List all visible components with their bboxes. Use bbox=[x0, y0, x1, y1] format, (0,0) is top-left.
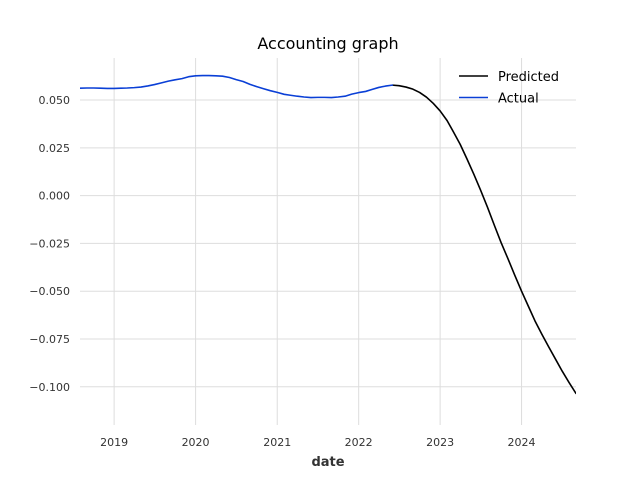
x-tick-label: 2024 bbox=[508, 436, 536, 449]
y-tick-label: −0.075 bbox=[29, 333, 70, 346]
chart-title: Accounting graph bbox=[257, 34, 398, 53]
y-tick-label: 0.050 bbox=[39, 94, 71, 107]
tick-labels: 2019 2020 2021 2022 2023 2024 0.050 0.025 0.000 −… bbox=[29, 94, 535, 449]
series-line-predicted bbox=[391, 84, 576, 395]
y-tick-label: 0.025 bbox=[39, 142, 71, 155]
x-tick-label: 2020 bbox=[182, 436, 210, 449]
y-tick-label: −0.100 bbox=[29, 381, 70, 394]
legend: Predicted Actual bbox=[459, 70, 559, 107]
x-tick-label: 2023 bbox=[426, 436, 454, 449]
series-layer bbox=[80, 74, 576, 395]
x-axis-label: date bbox=[311, 455, 344, 470]
legend-label-predicted: Predicted bbox=[498, 70, 559, 85]
y-tick-label: −0.050 bbox=[29, 285, 70, 298]
series-line-actual bbox=[80, 74, 394, 99]
y-tick-label: 0.000 bbox=[39, 190, 71, 203]
x-tick-label: 2019 bbox=[100, 436, 128, 449]
grid-lines bbox=[80, 58, 576, 425]
y-tick-label: −0.025 bbox=[29, 237, 70, 250]
x-tick-label: 2021 bbox=[263, 436, 291, 449]
x-tick-label: 2022 bbox=[345, 436, 373, 449]
legend-label-actual: Actual bbox=[498, 92, 539, 107]
